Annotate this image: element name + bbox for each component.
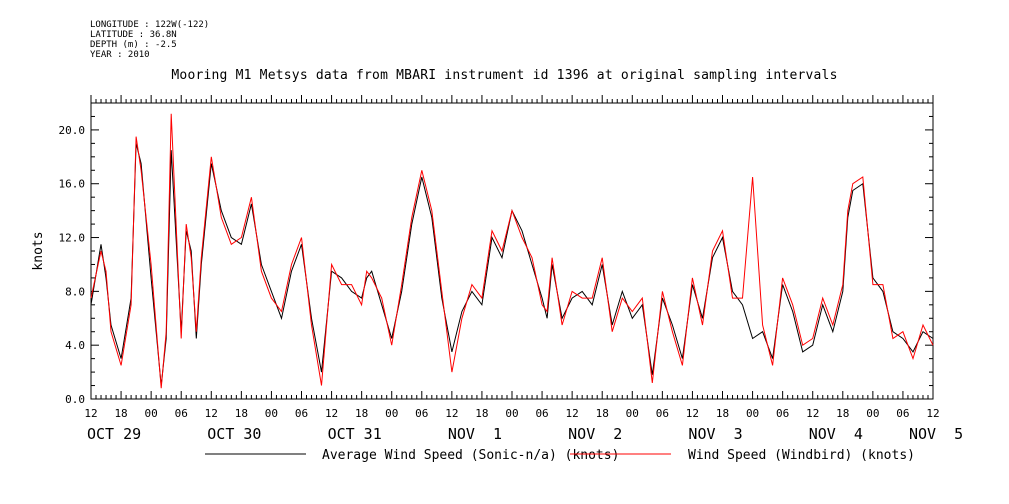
x-tick-label: 18 <box>114 407 127 420</box>
x-tick-label: 18 <box>596 407 609 420</box>
x-day-label: OCT 31 <box>328 425 382 443</box>
y-axis-label: knots <box>31 231 46 270</box>
metadata-block: LONGITUDE : 122W(-122) LATITUDE : 36.8N … <box>90 20 209 60</box>
x-tick-label: 00 <box>145 407 158 420</box>
y-tick-label: 4.0 <box>65 339 85 352</box>
axis-ticks: 0.0 4.0 8.0 12.0 16.0 20.0 12 18 00 06 12 18 00 06 12 1… <box>59 95 963 443</box>
x-tick-label: 12 <box>806 407 819 420</box>
x-tick-label: 06 <box>535 407 548 420</box>
x-tick-label: 12 <box>566 407 579 420</box>
x-tick-label: 00 <box>746 407 759 420</box>
metadata-longitude: LONGITUDE : 122W(-122) <box>90 20 210 30</box>
x-tick-label: 12 <box>325 407 338 420</box>
x-tick-label: 18 <box>235 407 248 420</box>
series-line-windbird <box>90 113 934 389</box>
x-day-label: NOV 5 <box>909 425 963 443</box>
x-tick-label: 00 <box>385 407 398 420</box>
x-tick-label: 12 <box>205 407 218 420</box>
x-tick-label: 18 <box>836 407 849 420</box>
x-tick-label: 06 <box>175 407 188 420</box>
x-tick-label: 06 <box>776 407 789 420</box>
x-day-label: OCT 29 <box>87 425 141 443</box>
metadata-year: YEAR : 2010 <box>90 50 150 60</box>
x-day-label: NOV 3 <box>688 425 742 443</box>
y-tick-label: 8.0 <box>65 285 85 298</box>
x-day-label: NOV 1 <box>448 425 502 443</box>
y-tick-label: 16.0 <box>59 178 86 191</box>
y-tick-label: 12.0 <box>59 232 86 245</box>
y-tick-label: 0.0 <box>65 393 85 406</box>
x-tick-label: 12 <box>686 407 699 420</box>
x-tick-label: 18 <box>355 407 368 420</box>
chart-title: Mooring M1 Metsys data from MBARI instru… <box>171 68 838 83</box>
plot-frame <box>90 102 934 400</box>
x-tick-label: 12 <box>926 407 939 420</box>
x-tick-label: 06 <box>295 407 308 420</box>
legend-label-windbird: Wind Speed (Windbird) (knots) <box>688 448 915 463</box>
x-tick-label: 00 <box>265 407 278 420</box>
x-tick-label: 18 <box>475 407 488 420</box>
x-day-label: NOV 2 <box>568 425 622 443</box>
x-day-label: NOV 4 <box>809 425 863 443</box>
x-tick-label: 18 <box>716 407 729 420</box>
x-tick-label: 00 <box>866 407 879 420</box>
x-tick-label: 00 <box>505 407 518 420</box>
metadata-depth: DEPTH (m) : -2.5 <box>90 40 177 50</box>
x-tick-label: 06 <box>656 407 669 420</box>
x-tick-label: 06 <box>896 407 909 420</box>
x-tick-label: 06 <box>415 407 428 420</box>
x-tick-label: 12 <box>445 407 458 420</box>
legend-label-average: Average Wind Speed (Sonic-n/a) (knots) <box>322 448 619 463</box>
y-tick-label: 20.0 <box>59 124 86 137</box>
series-layer <box>90 113 934 389</box>
legend: Average Wind Speed (Sonic-n/a) (knots) W… <box>205 448 915 463</box>
x-tick-label: 12 <box>84 407 97 420</box>
x-tick-label: 00 <box>626 407 639 420</box>
x-day-label: OCT 30 <box>207 425 261 443</box>
series-line-average-wind <box>90 143 934 386</box>
metadata-latitude: LATITUDE : 36.8N <box>90 30 177 40</box>
